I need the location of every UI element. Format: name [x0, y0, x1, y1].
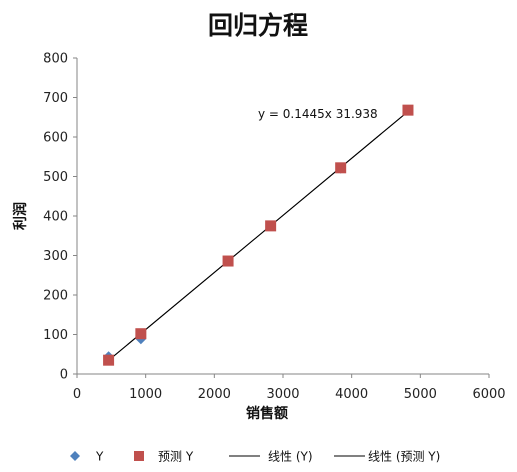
x-tick-label: 3000: [266, 387, 299, 402]
predicted-y-point: [335, 162, 347, 174]
y-tick-label: 500: [43, 170, 68, 185]
predicted-y-point: [402, 104, 414, 116]
predicted-y-point: [135, 328, 147, 340]
y-tick-label: 400: [43, 210, 68, 225]
x-tick-label: 0: [73, 387, 81, 402]
y-tick-label: 800: [43, 52, 68, 67]
legend-label: 线性 (预测 Y): [368, 450, 440, 464]
y-axis-title: 利润: [12, 202, 29, 230]
y-tick-label: 0: [60, 368, 68, 383]
legend-label: 预测 Y: [158, 450, 194, 464]
axes: [73, 57, 490, 378]
y-tick-label: 200: [43, 289, 68, 304]
regression-equation: y = 0.1445x 31.938: [258, 107, 378, 121]
x-tick-label: 1000: [129, 387, 162, 402]
legend-square-icon: [134, 451, 144, 461]
predicted-y-point: [103, 354, 115, 366]
y-tick-label: 300: [43, 249, 68, 264]
x-tick-label: 4000: [335, 387, 368, 402]
x-axis-title: 销售额: [246, 405, 288, 422]
x-tick-label: 6000: [472, 387, 505, 402]
legend-label: Y: [95, 450, 104, 464]
legend-label: 线性 (Y): [268, 450, 313, 464]
trendline-2: [108, 111, 409, 361]
x-tick-label: 5000: [404, 387, 437, 402]
legend: Y 预测 Y 线性 (Y) 线性 (预测 Y): [70, 450, 440, 464]
x-tick-label: 2000: [198, 387, 231, 402]
y-tick-labels: 0 100 200 300 400 500 600 700 800: [43, 52, 68, 383]
x-tick-labels: 0 1000 2000 3000 4000 5000 6000: [73, 387, 506, 402]
y-tick-label: 700: [43, 91, 68, 106]
trendlines: [108, 111, 409, 361]
data-markers: [103, 104, 414, 366]
predicted-y-point: [265, 220, 277, 232]
predicted-y-point: [222, 255, 234, 267]
legend-diamond-icon: [70, 451, 80, 461]
y-tick-label: 100: [43, 328, 68, 343]
y-tick-label: 600: [43, 131, 68, 146]
chart-title: 回归方程: [208, 11, 308, 40]
